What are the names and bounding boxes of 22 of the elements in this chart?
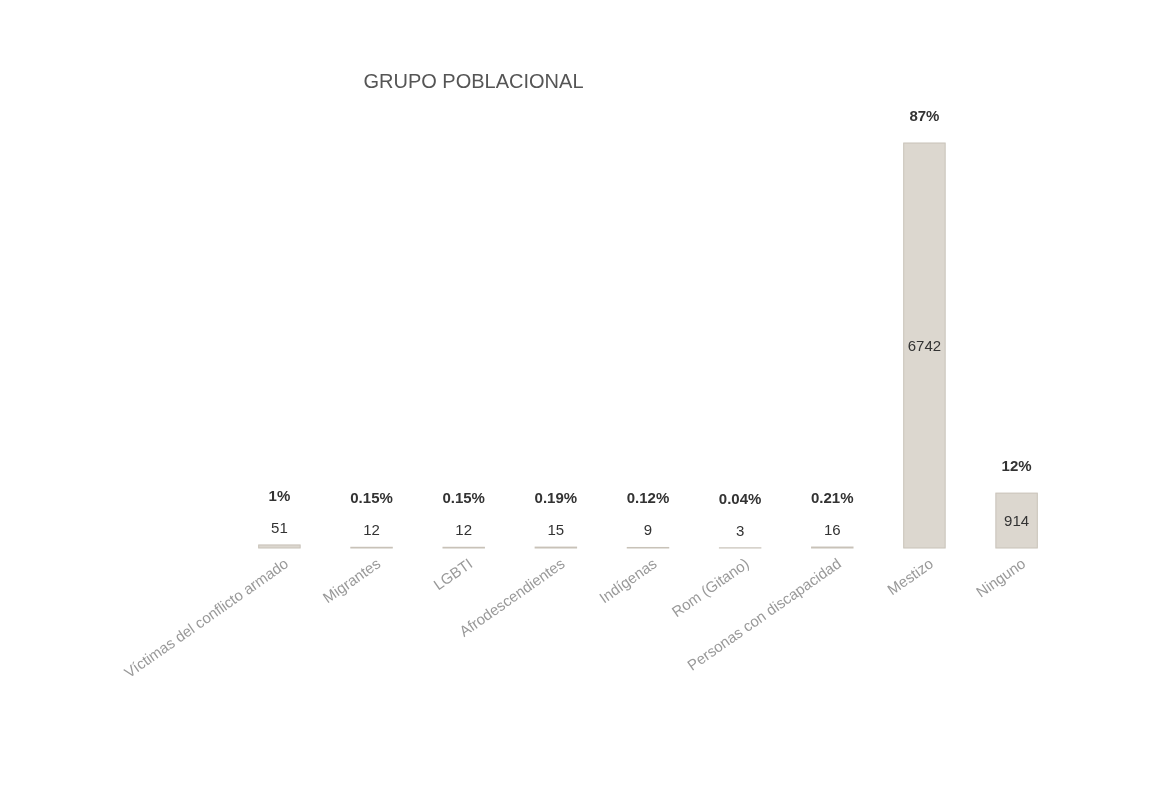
annotation: 0.21% — [811, 489, 854, 507]
data-label: 51 — [271, 518, 288, 536]
data-label: 16 — [823, 521, 841, 539]
annotation: 0.19% — [534, 489, 578, 507]
annotation: 1% — [268, 486, 291, 504]
data-label: 914 — [1004, 511, 1030, 529]
bar — [258, 544, 301, 549]
data-label: 12 — [363, 521, 380, 539]
annotation: 0.12% — [626, 489, 670, 507]
annotation: 0.15% — [350, 489, 393, 507]
data-label: 12 — [455, 521, 473, 539]
annotation: 0.04% — [718, 489, 762, 507]
data-label: 9 — [643, 521, 653, 539]
data-label: 3 — [735, 521, 745, 539]
bar — [995, 492, 1038, 549]
annotation: 12% — [1001, 457, 1032, 475]
data-label: 15 — [547, 521, 565, 539]
data-label: 6742 — [907, 336, 942, 354]
annotation: 0.15% — [442, 489, 485, 507]
bar — [903, 142, 946, 549]
chart-title: GRUPO POBLACIONAL — [363, 70, 584, 92]
annotation: 87% — [909, 107, 940, 124]
